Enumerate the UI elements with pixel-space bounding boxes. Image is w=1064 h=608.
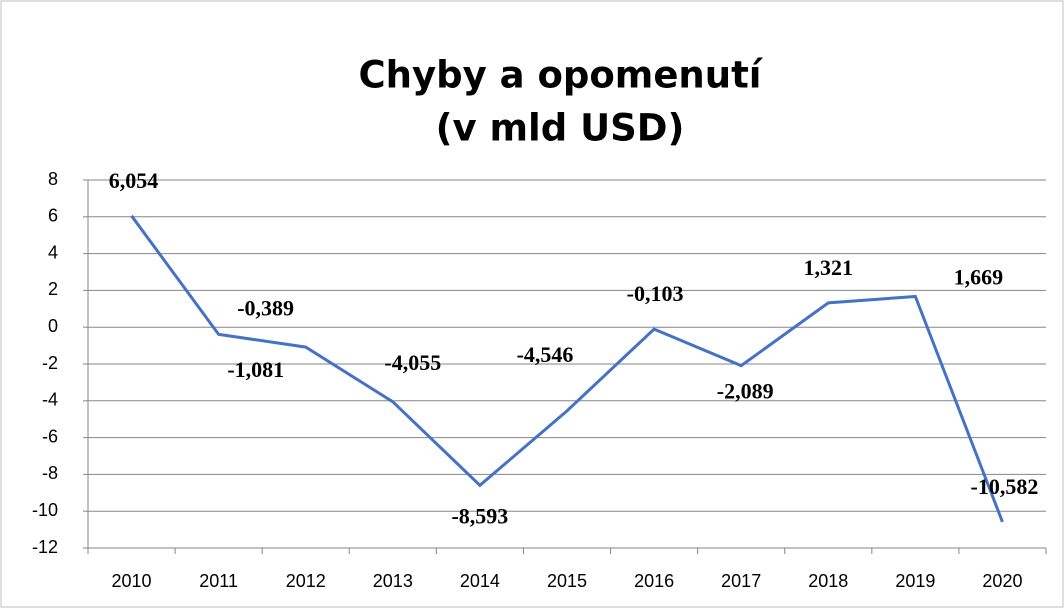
x-tick-label: 2010: [112, 571, 152, 591]
data-label: -4,055: [384, 350, 441, 375]
data-label: 1,321: [804, 255, 854, 280]
data-label: -2,089: [717, 379, 774, 404]
data-label: 6,054: [109, 168, 159, 193]
x-tick-label: 2017: [721, 571, 761, 591]
x-tick-label: 2018: [808, 571, 848, 591]
chart-title: Chyby a opomenutí: [359, 54, 764, 97]
y-tick-label: -6: [42, 426, 58, 446]
y-tick-label: 0: [48, 316, 58, 336]
x-tick-label: 2014: [460, 571, 500, 591]
data-label: -1,081: [227, 357, 284, 382]
x-tick-label: 2012: [286, 571, 326, 591]
x-tick-label: 2019: [895, 571, 935, 591]
x-tick-label: 2015: [547, 571, 587, 591]
x-tick-label: 2016: [634, 571, 674, 591]
y-tick-label: 2: [48, 279, 58, 299]
data-label: -4,546: [517, 342, 574, 367]
y-tick-label: -10: [32, 500, 58, 520]
x-tick-label: 2013: [373, 571, 413, 591]
y-tick-label: -4: [42, 390, 58, 410]
data-line: [130, 214, 1004, 523]
x-tick-label: 2020: [982, 571, 1022, 591]
x-tick-label: 2011: [199, 571, 238, 591]
y-tick-label: 6: [48, 206, 58, 226]
y-tick-label: -12: [32, 537, 58, 557]
chart-subtitle: (v mld USD): [436, 107, 685, 150]
data-label: 1,669: [954, 265, 1004, 290]
y-tick-label: -2: [42, 353, 58, 373]
y-tick-label: 4: [48, 242, 58, 262]
data-label: -0,103: [627, 281, 684, 306]
y-tick-label: -8: [42, 463, 58, 483]
data-label: -10,582: [971, 474, 1039, 499]
data-label: -0,389: [237, 295, 294, 320]
y-tick-label: 8: [48, 169, 58, 189]
data-label: -8,593: [451, 503, 508, 528]
